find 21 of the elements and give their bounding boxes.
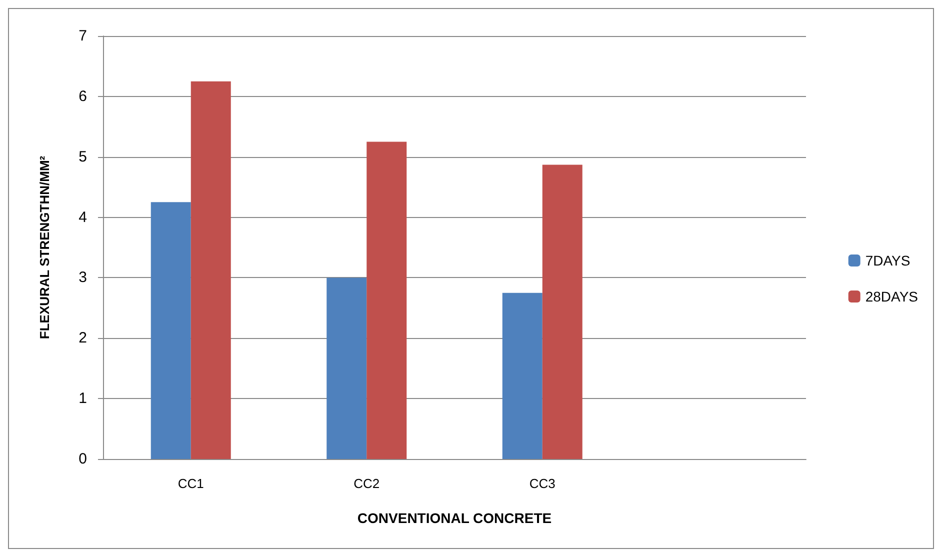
y-tick-label: 2 — [78, 330, 87, 347]
x-tick-label: CC3 — [529, 476, 556, 491]
bar — [190, 81, 231, 459]
x-axis-title: CONVENTIONAL CONCRETE — [357, 510, 552, 526]
bar — [150, 202, 191, 459]
bar — [326, 278, 367, 459]
y-tick-label: 0 — [78, 450, 87, 468]
bar — [366, 142, 407, 459]
bar — [542, 164, 582, 459]
legend-label: 7DAYS — [865, 252, 910, 268]
y-tick-label: 1 — [78, 390, 87, 408]
y-tick-label: 4 — [78, 208, 87, 226]
bar — [502, 292, 542, 459]
y-tick-label: 7 — [78, 28, 87, 44]
legend-label: 28DAYS — [865, 288, 918, 304]
x-tick-label: CC1 — [178, 476, 204, 491]
y-tick-label: 6 — [78, 88, 87, 105]
y-axis-title: FLEXURAL STRENGTHN/MM² — [37, 155, 52, 340]
y-tick-label: 5 — [78, 148, 87, 166]
x-tick-label: CC2 — [354, 476, 380, 491]
y-tick-label: 3 — [78, 269, 87, 286]
